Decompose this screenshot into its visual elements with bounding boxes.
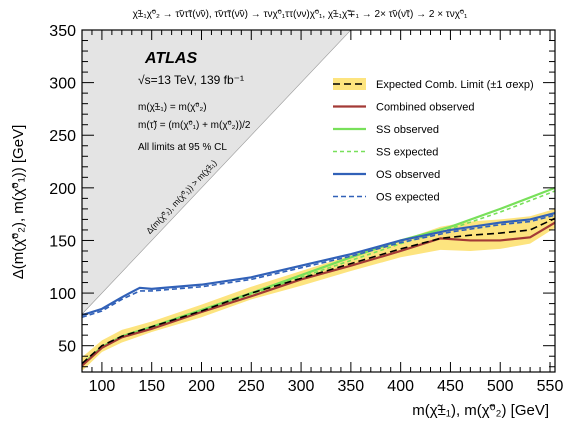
x-tick-label: 200 (188, 378, 215, 395)
energy-lumi-label: √s=13 TeV, 139 fb⁻¹ (138, 73, 244, 87)
y-axis-ticks: 50 100 150 200 250 300 350 (49, 23, 555, 368)
kinematically-forbidden-region (82, 30, 352, 315)
legend-label-0: Expected Comb. Limit (±1 σexp) (376, 79, 534, 91)
y-axis-label: Δ(m(χ̃⁰₂), m(χ̃⁰₁)) [GeV] (10, 125, 27, 280)
x-tick-label: 250 (238, 378, 265, 395)
x-axis-ticks: 100 150 200 250 300 350 400 450 500 550 (81, 30, 564, 395)
legend-label-1: Combined observed (376, 102, 474, 114)
y-tick-label: 250 (49, 128, 76, 145)
legend-label-4: OS observed (376, 169, 440, 181)
process-title: χ̃±₁χ̃⁰₂ → τ̃ντ̃τ(ν̃ν), τ̃ντ̃τ(ν̃ν) → τν… (133, 9, 468, 20)
x-axis-label: m(χ̃±₁), m(χ̃⁰₂) [GeV] (412, 402, 549, 419)
x-tick-label: 350 (338, 378, 365, 395)
limit-curves (82, 186, 555, 367)
y-tick-label: 300 (49, 76, 76, 93)
legend-label-2: SS observed (376, 124, 439, 136)
y-tick-label: 100 (49, 286, 76, 303)
legend-label-3: SS expected (376, 147, 438, 159)
series-line-1 (82, 221, 555, 367)
plot-frame (81, 29, 556, 373)
plot-area (82, 30, 555, 371)
expected-limit-band (82, 208, 555, 371)
experiment-label: ATLAS (144, 50, 197, 67)
legend: Expected Comb. Limit (±1 σexp) Combined o… (333, 78, 534, 204)
x-tick-label: 550 (537, 378, 564, 395)
x-tick-label: 400 (387, 378, 414, 395)
y-tick-label: 50 (58, 339, 76, 356)
y-tick-label: 350 (49, 23, 76, 40)
legend-label-5: OS expected (376, 192, 440, 204)
series-line-5 (82, 214, 555, 319)
confidence-level-note: All limits at 95 % CL (138, 142, 227, 153)
y-tick-label: 200 (49, 181, 76, 198)
x-tick-label: 500 (487, 378, 514, 395)
x-tick-label: 100 (89, 378, 116, 395)
mass-assumption-1: m(χ̃±₁) = m(χ̃⁰₂) (138, 102, 207, 113)
x-tick-label: 450 (437, 378, 464, 395)
x-tick-label: 300 (288, 378, 315, 395)
series-line-4 (82, 212, 555, 317)
y-tick-label: 150 (49, 233, 76, 250)
x-tick-label: 150 (138, 378, 165, 395)
mass-assumption-2: m(τ̃) = (m(χ̃⁰₁) + m(χ̃⁰₂))/2 (138, 120, 251, 131)
